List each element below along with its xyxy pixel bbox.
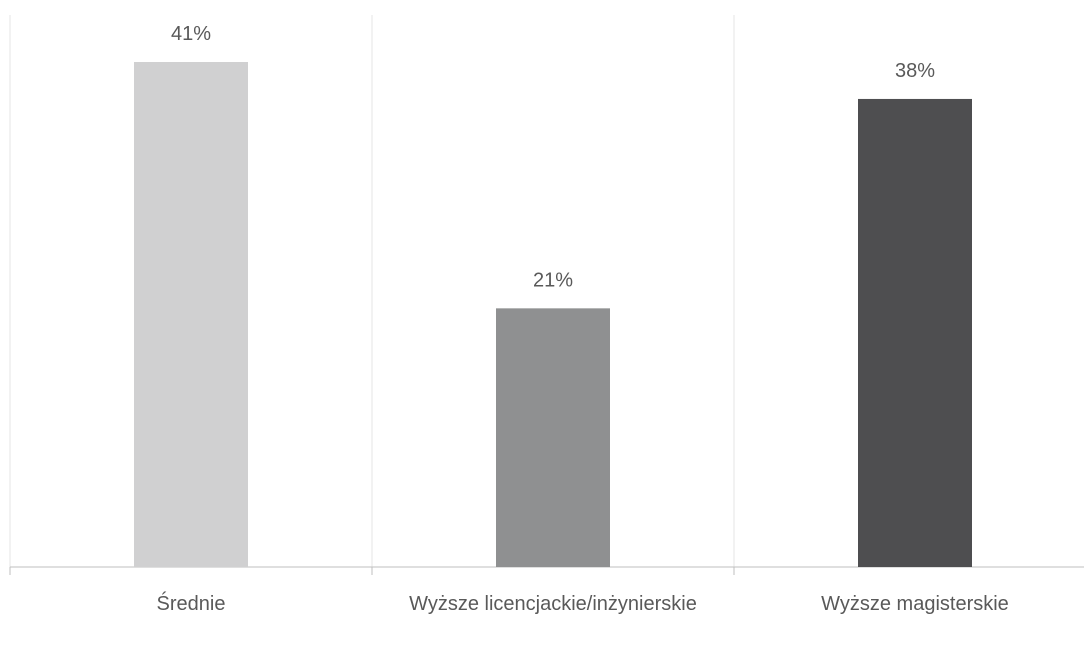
data-label: 21%: [533, 269, 573, 291]
x-tick-label: Średnie: [157, 591, 226, 615]
bar: [134, 62, 248, 567]
x-tick-label: Wyższe magisterskie: [821, 593, 1009, 615]
bar: [858, 98, 972, 567]
data-label: 41%: [171, 23, 211, 45]
x-tick-label: Wyższe licencjackie/inżynierskie: [409, 593, 697, 615]
data-label: 38%: [895, 60, 935, 82]
bar: [496, 308, 610, 567]
